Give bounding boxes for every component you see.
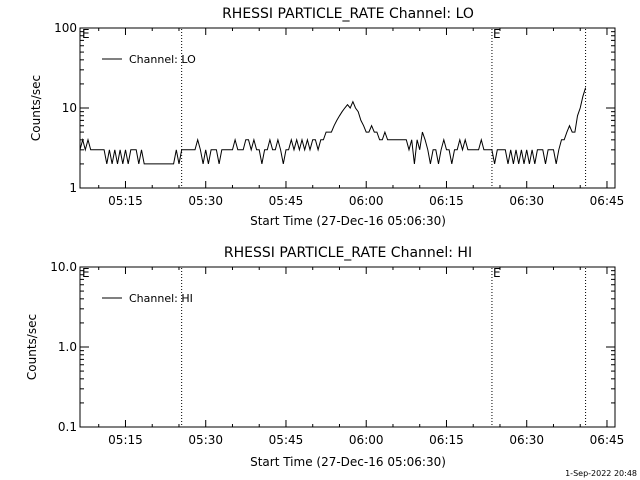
hi-x-tick-label: 05:30: [188, 433, 223, 447]
lo-x-axis-label: Start Time (27-Dec-16 05:06:30): [250, 214, 446, 228]
lo-y-tick-label: 10: [62, 101, 77, 115]
hi-plot-frame: [79, 266, 616, 428]
hi-x-tick-label: 05:45: [269, 433, 304, 447]
lo-x-tick-label: 06:00: [349, 194, 384, 208]
hi-x-tick-label: 06:15: [429, 433, 464, 447]
hi-event-marker-label: E: [493, 266, 501, 280]
hi-x-tick-label: 06:45: [590, 433, 625, 447]
lo-x-tick-label: 05:15: [108, 194, 143, 208]
lo-x-tick-label: 06:45: [590, 194, 625, 208]
hi-x-tick-label: 06:00: [349, 433, 384, 447]
lo-y-tick-label: 100: [54, 21, 77, 35]
lo-corner-label: E: [82, 27, 90, 41]
lo-x-tick-label: 05:45: [269, 194, 304, 208]
hi-corner-label: E: [82, 266, 90, 280]
hi-chart-title: RHESSI PARTICLE_RATE Channel: HI: [224, 245, 472, 261]
hi-x-tick-label: 05:15: [108, 433, 143, 447]
lo-y-axis-label: Counts/sec: [29, 75, 43, 141]
lo-x-tick-label: 06:15: [429, 194, 464, 208]
lo-x-tick-label: 05:30: [188, 194, 223, 208]
lo-x-tick-label: 06:30: [509, 194, 544, 208]
lo-legend-entry: Channel: LO: [129, 53, 196, 66]
lo-y-tick-label: 1: [69, 181, 77, 195]
hi-x-axis-label: Start Time (27-Dec-16 05:06:30): [250, 455, 446, 469]
hi-y-axis-label: Counts/sec: [25, 314, 39, 380]
hi-y-tick-label: 0.1: [58, 420, 77, 434]
lo-chart-title: RHESSI PARTICLE_RATE Channel: LO: [222, 6, 474, 22]
lo-event-marker-label: E: [493, 27, 501, 41]
hi-channel-panel: RHESSI PARTICLE_RATE Channel: HI Counts/…: [25, 245, 624, 469]
lo-series-line: [79, 87, 587, 165]
footer-timestamp: 1-Sep-2022 20:48: [565, 469, 637, 478]
hi-legend-entry: Channel: HI: [129, 292, 193, 305]
hi-x-tick-label: 06:30: [509, 433, 544, 447]
hi-y-tick-label: 10.0: [50, 260, 77, 274]
hi-y-tick-label: 1.0: [58, 340, 77, 354]
lo-channel-panel: RHESSI PARTICLE_RATE Channel: LO Counts/…: [29, 6, 624, 228]
